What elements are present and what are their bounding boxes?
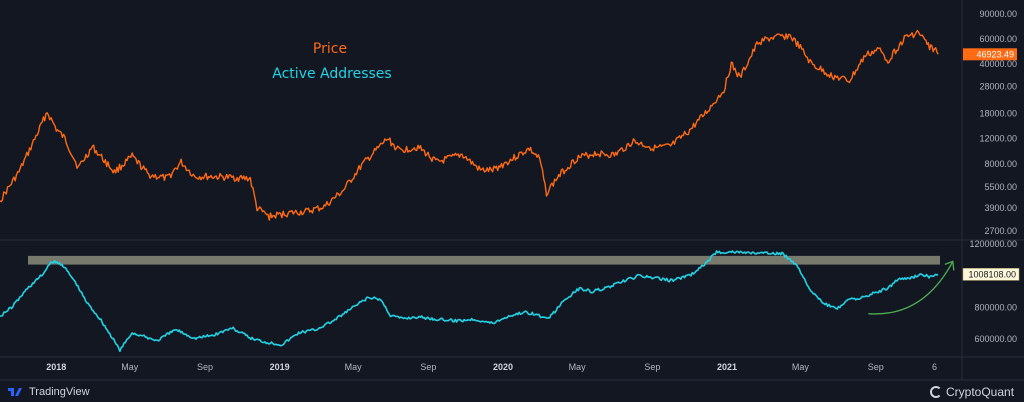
x-tick-label: May <box>792 362 810 372</box>
price-tick-label: 28000.00 <box>979 81 1017 91</box>
price-line <box>0 29 939 221</box>
aa-tick-label: 800000.00 <box>974 302 1017 312</box>
price-tick-label: 18000.00 <box>979 109 1017 119</box>
aa-last-value-badge <box>962 268 1020 281</box>
cryptoquant-icon <box>930 386 942 398</box>
price-tick-label: 60000.00 <box>979 34 1017 44</box>
legend-price: Price <box>313 41 347 57</box>
cryptoquant-logo[interactable]: CryptoQuant <box>930 382 1014 402</box>
arrow-layer <box>868 260 955 315</box>
x-tick-label: May <box>345 362 363 372</box>
cryptoquant-label: CryptoQuant <box>946 385 1015 399</box>
x-tick-label: Sep <box>197 362 213 372</box>
panel-separators <box>0 0 1024 381</box>
aa-last-value-label: 1008108.00 <box>968 269 1016 279</box>
price-tick-label: 5500.00 <box>984 182 1017 192</box>
tradingview-label: TradingView <box>29 386 90 398</box>
price-y-axis[interactable]: 90000.00 60000.00 40000.00 28000.00 18000.00… <box>963 9 1017 236</box>
x-tick-label: 2020 <box>493 362 513 372</box>
trend-arrow-head <box>944 260 955 271</box>
price-last-value-label: 46923.49 <box>976 49 1014 59</box>
x-tick-label: 2019 <box>270 362 290 372</box>
tradingview-logo[interactable]: TradingView <box>8 382 90 402</box>
aa-tick-label: 1200000.00 <box>969 239 1017 249</box>
x-tick-label: 2021 <box>717 362 737 372</box>
x-tick-label: Sep <box>868 362 884 372</box>
x-axis[interactable]: 2018 May Sep 2019 May Sep 2020 May Sep 2021 May Sep… <box>46 362 937 372</box>
price-tick-label: 40000.00 <box>979 59 1017 69</box>
price-last-value-badge <box>963 48 1017 61</box>
price-tick-label: 3900.00 <box>984 203 1017 213</box>
aa-tick-label: 600000.00 <box>974 334 1017 344</box>
x-tick-label: 2018 <box>46 362 66 372</box>
price-tick-label: 8000.00 <box>984 159 1017 169</box>
x-tick-label: Sep <box>644 362 660 372</box>
band-layer <box>28 255 940 265</box>
price-tick-label: 90000.00 <box>979 9 1017 19</box>
price-tick-label: 12000.00 <box>979 134 1017 144</box>
price-layer <box>0 29 939 221</box>
trend-arrow <box>868 261 954 315</box>
x-tick-label: 6 <box>932 362 937 372</box>
price-tick-label: 2700.00 <box>984 226 1017 236</box>
active-addresses-line <box>0 250 939 353</box>
tradingview-icon <box>8 387 24 397</box>
legend-active-addresses: Active Addresses <box>272 66 391 82</box>
x-tick-label: May <box>121 362 139 372</box>
x-tick-label: Sep <box>420 362 436 372</box>
x-tick-label: May <box>569 362 587 372</box>
active-addresses-layer <box>0 250 939 353</box>
highlight-band <box>28 255 940 265</box>
active-addresses-y-axis[interactable]: 1200000.001000000.00800000.00600000.0010… <box>962 239 1020 344</box>
